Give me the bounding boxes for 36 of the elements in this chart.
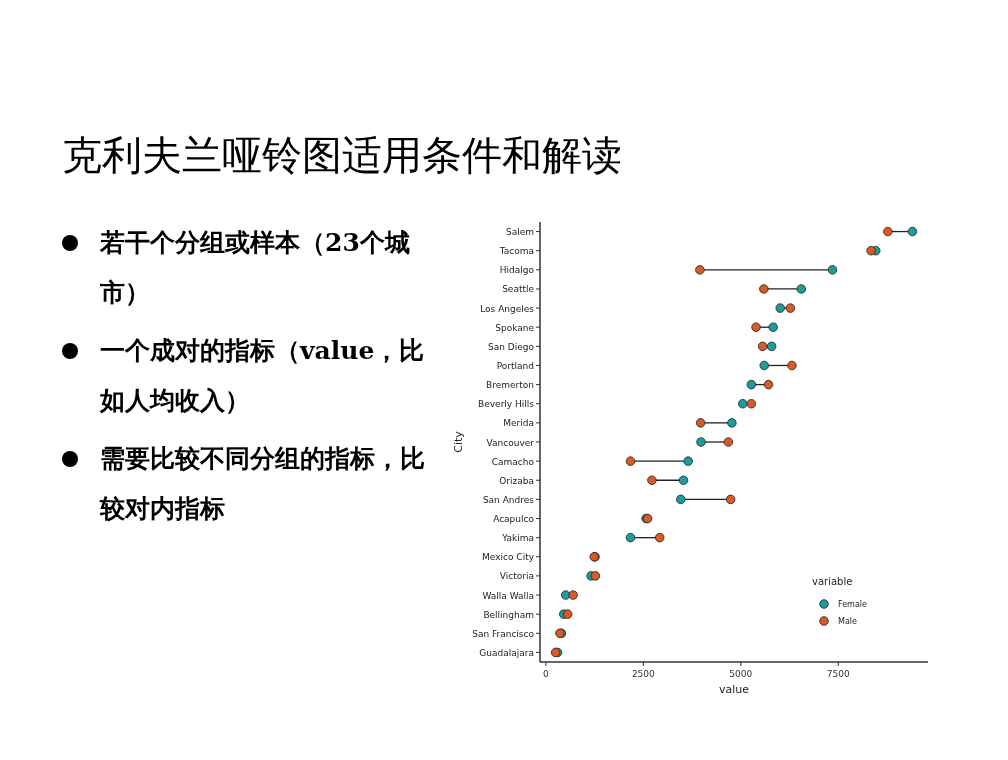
y-tick-label: Hidalgo: [499, 265, 535, 276]
y-tick-label: Acapulco: [493, 514, 535, 525]
legend-label: Female: [838, 600, 867, 609]
y-tick-label: Portland: [496, 360, 534, 371]
y-tick-label: Victoria: [499, 571, 534, 582]
y-tick-label: Orizaba: [499, 475, 534, 486]
y-tick-label: Mexico City: [482, 552, 535, 563]
y-tick-label: San Diego: [488, 341, 535, 352]
y-tick-label: Bremerton: [486, 380, 534, 391]
text: 一个成对的指标（value，比如人均收入）: [99, 335, 426, 417]
y-axis-title: City: [452, 430, 465, 453]
x-tick-label: 2500: [631, 669, 656, 679]
y-tick-label: Bellingham: [483, 609, 534, 620]
y-tick-label: Guadalajara: [479, 647, 534, 658]
x-tick-label: 0: [542, 669, 549, 679]
y-tick-label: Yakima: [501, 533, 534, 544]
y-tick-label: Los Angeles: [480, 303, 535, 314]
y-tick-label: Salem: [505, 227, 534, 238]
y-tick-label: San Francisco: [472, 628, 535, 639]
y-tick-label: Camacho: [491, 456, 535, 467]
x-tick-label: 5000: [729, 669, 753, 679]
y-tick-label: Beverly Hills: [478, 399, 535, 410]
text: 需要比较不同分组的指标，比较对内指标: [98, 443, 426, 525]
legend-title: variable: [812, 576, 853, 587]
y-tick-label: Seattle: [502, 284, 535, 295]
text: 若干个分组或样本（23个城市）: [99, 227, 411, 309]
x-axis-title: value: [718, 683, 750, 696]
chart-title: 克利夫兰哑铃图适用条件和解读: [62, 131, 622, 180]
y-tick-label: Vancouver: [486, 437, 535, 448]
y-tick-label: Merida: [503, 418, 534, 429]
y-tick-label: San Andres: [482, 494, 535, 505]
y-tick-label: Walla Walla: [482, 590, 534, 601]
y-tick-label: Tacoma: [498, 246, 534, 257]
x-tick-label: 7500: [826, 669, 851, 679]
y-tick-label: Spokane: [495, 322, 535, 333]
legend-label: Male: [838, 617, 858, 626]
